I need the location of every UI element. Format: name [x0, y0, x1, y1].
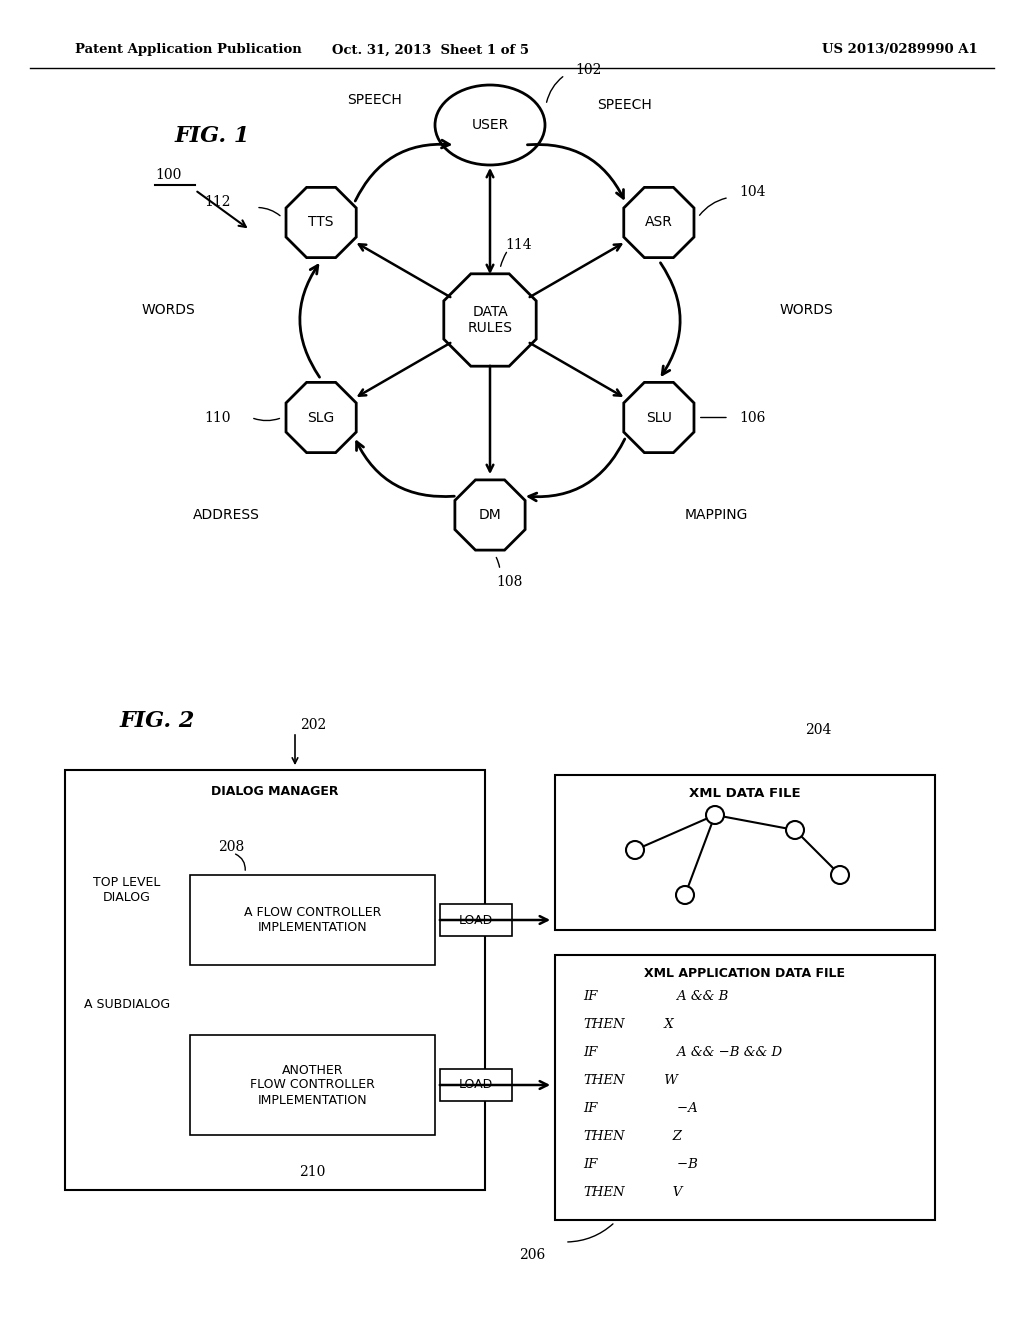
Text: USER: USER — [471, 117, 509, 132]
Text: XML APPLICATION DATA FILE: XML APPLICATION DATA FILE — [644, 968, 846, 979]
Text: −A: −A — [660, 1102, 697, 1115]
Text: Patent Application Publication: Patent Application Publication — [75, 44, 302, 57]
Polygon shape — [624, 383, 694, 453]
Text: 110: 110 — [205, 411, 231, 425]
Text: A SUBDIALOG: A SUBDIALOG — [84, 998, 170, 1011]
Bar — [190, 1035, 435, 1135]
Text: SPEECH: SPEECH — [598, 98, 652, 112]
Text: ADDRESS: ADDRESS — [194, 508, 260, 521]
Text: 104: 104 — [739, 186, 765, 199]
Circle shape — [626, 841, 644, 859]
Circle shape — [831, 866, 849, 884]
Text: TTS: TTS — [308, 215, 334, 230]
Text: IF: IF — [583, 1159, 597, 1172]
Text: 102: 102 — [575, 63, 601, 77]
Text: SLG: SLG — [307, 411, 335, 425]
Text: 202: 202 — [300, 718, 327, 733]
Text: IF: IF — [583, 990, 597, 1003]
Text: 106: 106 — [739, 411, 765, 425]
Bar — [555, 954, 935, 1220]
Text: 208: 208 — [218, 840, 245, 854]
Text: DIALOG MANAGER: DIALOG MANAGER — [211, 785, 339, 799]
Text: THEN: THEN — [583, 1187, 625, 1200]
Text: 100: 100 — [155, 168, 181, 182]
Text: 112: 112 — [205, 195, 231, 210]
Text: THEN: THEN — [583, 1074, 625, 1088]
Text: A && −B && D: A && −B && D — [660, 1047, 782, 1060]
Text: FIG. 1: FIG. 1 — [175, 125, 251, 147]
Text: SPEECH: SPEECH — [347, 92, 402, 107]
Text: 210: 210 — [299, 1166, 326, 1179]
Text: IF: IF — [583, 1102, 597, 1115]
Bar — [555, 775, 935, 931]
Text: Z: Z — [660, 1130, 682, 1143]
Bar — [440, 904, 512, 936]
Text: LOAD: LOAD — [459, 913, 494, 927]
Ellipse shape — [435, 84, 545, 165]
Text: 204: 204 — [805, 723, 831, 737]
Text: WORDS: WORDS — [780, 304, 834, 317]
Text: Oct. 31, 2013  Sheet 1 of 5: Oct. 31, 2013 Sheet 1 of 5 — [332, 44, 528, 57]
Text: 114: 114 — [505, 238, 531, 252]
Text: A && B: A && B — [660, 990, 728, 1003]
Text: THEN: THEN — [583, 1019, 625, 1031]
Circle shape — [786, 821, 804, 840]
Bar — [440, 1069, 512, 1101]
Polygon shape — [286, 187, 356, 257]
Circle shape — [706, 807, 724, 824]
Bar — [65, 770, 485, 1191]
Text: W: W — [660, 1074, 678, 1088]
Text: IF: IF — [583, 1047, 597, 1060]
Text: ASR: ASR — [645, 215, 673, 230]
Text: XML DATA FILE: XML DATA FILE — [689, 787, 801, 800]
Polygon shape — [286, 383, 356, 453]
Text: −B: −B — [660, 1159, 698, 1172]
Polygon shape — [443, 273, 537, 366]
Polygon shape — [455, 480, 525, 550]
Text: SLU: SLU — [646, 411, 672, 425]
Text: FIG. 2: FIG. 2 — [120, 710, 196, 733]
Text: 206: 206 — [519, 1247, 545, 1262]
Text: 108: 108 — [497, 576, 523, 589]
Text: LOAD: LOAD — [459, 1078, 494, 1092]
Text: MAPPING: MAPPING — [685, 508, 749, 521]
Polygon shape — [624, 187, 694, 257]
Text: WORDS: WORDS — [141, 304, 195, 317]
Text: V: V — [660, 1187, 682, 1200]
Text: X: X — [660, 1019, 674, 1031]
Text: TOP LEVEL
DIALOG: TOP LEVEL DIALOG — [93, 876, 161, 904]
Text: DATA
RULES: DATA RULES — [468, 305, 512, 335]
Text: DM: DM — [478, 508, 502, 521]
Text: ANOTHER
FLOW CONTROLLER
IMPLEMENTATION: ANOTHER FLOW CONTROLLER IMPLEMENTATION — [250, 1064, 375, 1106]
Bar — [190, 875, 435, 965]
Circle shape — [676, 886, 694, 904]
Text: US 2013/0289990 A1: US 2013/0289990 A1 — [822, 44, 978, 57]
Text: THEN: THEN — [583, 1130, 625, 1143]
Text: A FLOW CONTROLLER
IMPLEMENTATION: A FLOW CONTROLLER IMPLEMENTATION — [244, 906, 381, 935]
